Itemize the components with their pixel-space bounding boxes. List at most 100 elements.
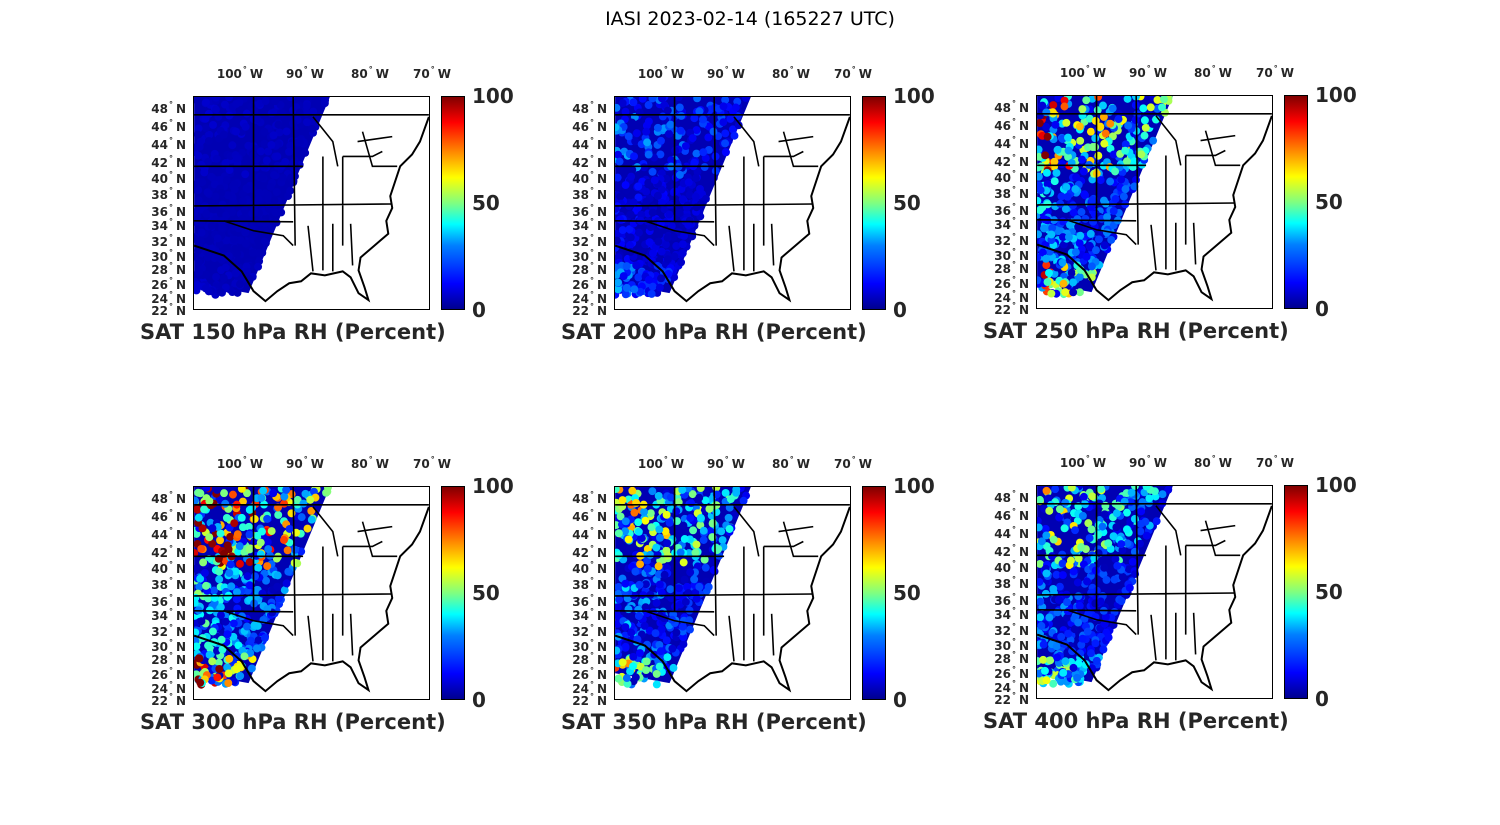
observation-point [622, 283, 631, 292]
observation-point [1055, 505, 1064, 514]
observation-point [1058, 159, 1066, 168]
lat-tick-label: 38° N [994, 575, 1029, 591]
lat-tick-label: 48° N [151, 490, 186, 506]
observation-point [721, 488, 730, 497]
observation-point [194, 208, 199, 217]
observation-point [1069, 288, 1078, 297]
observation-point [241, 228, 250, 237]
observation-point [254, 262, 263, 271]
observation-point [267, 221, 276, 230]
observation-point [263, 562, 272, 571]
observation-point [285, 147, 293, 156]
observation-point [202, 581, 210, 590]
observation-point [629, 98, 638, 107]
observation-point [701, 496, 710, 505]
observation-point [690, 575, 699, 584]
observation-point [1107, 235, 1116, 244]
observation-point [216, 536, 225, 545]
observation-point [1081, 214, 1090, 223]
lat-tick-label: 46° N [572, 508, 607, 524]
observation-point [672, 628, 681, 637]
observation-point [648, 167, 657, 176]
observation-point [666, 585, 675, 594]
observation-point [1127, 488, 1136, 497]
lat-tick-label: 48° N [151, 100, 186, 116]
observation-point [677, 111, 686, 120]
observation-point [224, 679, 233, 688]
observation-point [642, 657, 651, 666]
observation-point [238, 523, 247, 532]
observation-point [1037, 276, 1042, 285]
lat-tick-label: 46° N [151, 118, 186, 134]
observation-point [1088, 96, 1097, 103]
observation-point [195, 268, 204, 277]
observation-point [194, 124, 203, 133]
observation-point [1051, 120, 1060, 129]
observation-point [1037, 230, 1042, 239]
lat-tick-label: 42° N [151, 544, 186, 560]
observation-point [1109, 207, 1118, 215]
observation-point [310, 487, 318, 496]
observation-point [215, 575, 224, 584]
observation-point [1138, 498, 1147, 507]
observation-point [1058, 258, 1067, 267]
observation-point [721, 139, 730, 148]
observation-point [212, 97, 220, 102]
observation-point [202, 209, 211, 218]
observation-point [647, 289, 656, 298]
observation-point [225, 166, 234, 174]
observation-point [1038, 101, 1047, 110]
observation-point [1066, 636, 1075, 645]
observation-point [621, 579, 630, 588]
observation-point [644, 150, 653, 159]
observation-point [653, 123, 662, 132]
observation-point [250, 106, 259, 115]
observation-point [258, 173, 267, 182]
observation-point [243, 489, 251, 498]
observation-point [236, 671, 245, 680]
observation-point [1042, 261, 1051, 270]
observation-point [254, 248, 263, 257]
observation-point [303, 524, 312, 533]
observation-point [1048, 224, 1057, 233]
observation-point [679, 633, 688, 642]
observation-point [260, 163, 269, 172]
panel-title: SAT 350 hPa RH (Percent) [561, 710, 867, 734]
observation-point [1049, 101, 1058, 110]
observation-point [645, 275, 653, 284]
observation-point [660, 205, 669, 214]
observation-point [665, 210, 674, 219]
observation-point [207, 222, 216, 230]
observation-point [205, 130, 214, 139]
observation-point [681, 597, 690, 606]
observation-point [194, 281, 202, 289]
colorbar-tick-label: 100 [1315, 83, 1357, 107]
lat-tick-label: 30° N [994, 247, 1029, 263]
observation-point [198, 524, 207, 533]
observation-point [730, 131, 739, 140]
lat-tick-label: 42° N [994, 543, 1029, 559]
lat-tick-label: 42° N [572, 544, 607, 560]
observation-point [1042, 486, 1051, 495]
observation-point [217, 188, 226, 197]
observation-point [231, 269, 240, 278]
observation-point [243, 572, 252, 581]
observation-point [225, 654, 234, 663]
observation-point [640, 163, 649, 172]
observation-point [704, 133, 713, 142]
observation-point [634, 518, 643, 527]
observation-point [235, 542, 244, 551]
observation-point [1094, 151, 1103, 160]
observation-point [693, 562, 702, 571]
observation-point [1075, 288, 1084, 297]
observation-point [240, 652, 249, 661]
observation-point [208, 657, 217, 666]
observation-point [1044, 494, 1053, 503]
colorbar-tick-label: 100 [1315, 473, 1357, 497]
colorbar [441, 96, 465, 310]
observation-point [688, 490, 697, 499]
observation-point [1042, 123, 1051, 131]
observation-point [1037, 613, 1045, 622]
observation-point [1085, 534, 1094, 543]
observation-point [1047, 230, 1056, 239]
